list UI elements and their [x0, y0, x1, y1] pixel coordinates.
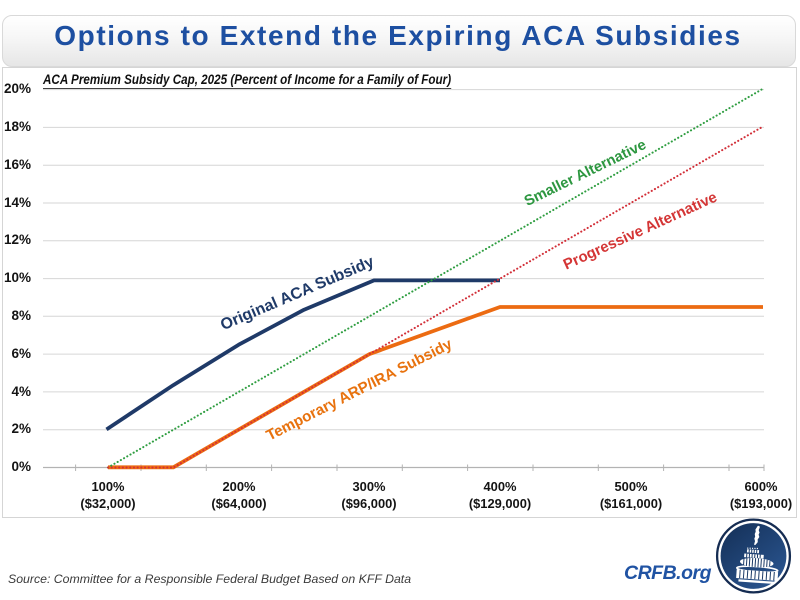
- svg-text:Temporary ARP/IRA Subsidy: Temporary ARP/IRA Subsidy: [264, 335, 456, 444]
- svg-text:Smaller Alternative: Smaller Alternative: [522, 137, 649, 210]
- svg-text:Original ACA Subsidy: Original ACA Subsidy: [218, 253, 377, 334]
- svg-text:Progressive Alternative: Progressive Alternative: [561, 189, 720, 274]
